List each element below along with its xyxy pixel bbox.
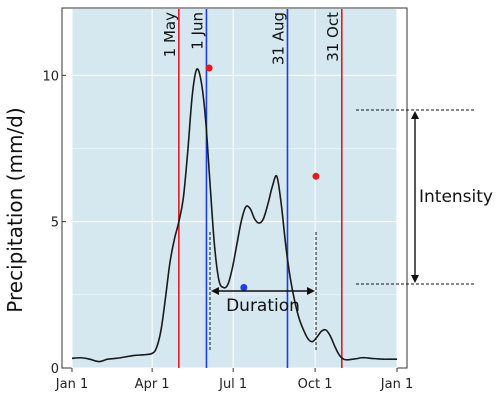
y-tick-label: 5 xyxy=(51,216,59,231)
vline-label: 1 Jun xyxy=(188,12,206,50)
duration-arrowhead-left xyxy=(211,287,219,295)
x-tick-label: Apr 1 xyxy=(135,377,170,392)
duration-arrowhead-right xyxy=(307,287,315,295)
x-axis-ticks: Jan 1 Apr 1 Jul 1 Oct 1 Jan 1 xyxy=(55,368,413,392)
intensity-label: Intensity xyxy=(419,187,493,207)
highlight-point xyxy=(312,172,320,180)
shaded-season-background xyxy=(72,9,397,368)
y-tick-label: 0 xyxy=(51,362,59,377)
duration-label: Duration xyxy=(226,296,300,316)
vline-label: 31 Aug xyxy=(269,12,287,65)
y-tick-label: 10 xyxy=(42,69,59,84)
precipitation-series-line xyxy=(71,68,397,363)
duration-annotation: Duration xyxy=(209,232,317,352)
y-axis-title: Precipitation (mm/d) xyxy=(3,107,27,312)
intensity-annotation: Intensity xyxy=(356,109,493,285)
x-tick-label: Jan 1 xyxy=(380,377,413,392)
vline-label: 31 Oct xyxy=(324,12,342,62)
intensity-arrowhead-top xyxy=(411,111,419,119)
highlight-points xyxy=(205,64,320,292)
highlight-point xyxy=(240,284,248,292)
x-tick-label: Jan 1 xyxy=(55,377,88,392)
intensity-arrowhead-bottom xyxy=(411,275,419,283)
grid-lines xyxy=(71,9,398,369)
x-tick-label: Jul 1 xyxy=(218,377,247,392)
highlight-point xyxy=(205,64,213,72)
vline-label: 1 May xyxy=(161,12,179,57)
x-tick-label: Oct 1 xyxy=(298,377,333,392)
y-axis-ticks: 0 5 10 xyxy=(42,69,66,377)
